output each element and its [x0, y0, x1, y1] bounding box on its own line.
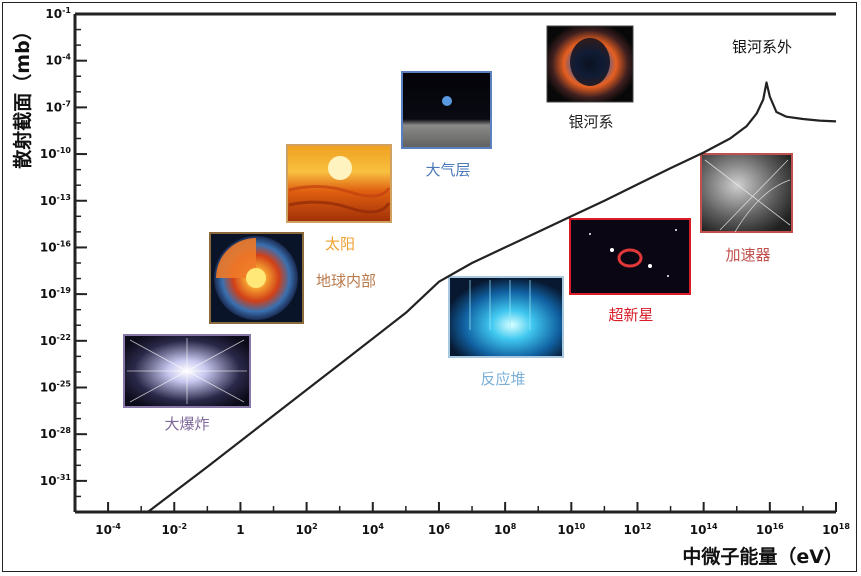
- label-sun: 太阳: [325, 235, 355, 253]
- x-tick-label: 104: [362, 522, 385, 537]
- source-pictures: [123, 25, 793, 408]
- accelerator-picture: [700, 153, 793, 233]
- label-reactor: 反应堆: [480, 370, 525, 388]
- supernova-picture: [569, 218, 691, 295]
- earth-interior-picture: [209, 232, 304, 324]
- label-supernova: 超新星: [608, 306, 653, 324]
- y-tick-label: 10-7: [45, 99, 71, 114]
- x-tick-label: 1014: [690, 522, 718, 537]
- y-tick-label: 10-28: [40, 426, 72, 441]
- cross-section-line: [147, 81, 837, 513]
- x-tick-label: 10-4: [95, 522, 121, 537]
- x-tick-label: 10-2: [161, 522, 187, 537]
- y-tick-label: 10-10: [40, 146, 72, 161]
- big-bang-picture: [123, 334, 251, 408]
- x-tick-label: 1: [236, 523, 244, 537]
- x-tick-label: 1012: [624, 522, 652, 537]
- label-earth-interior: 地球内部: [316, 272, 376, 290]
- y-tick-label: 10-25: [40, 380, 72, 395]
- x-tick-label: 106: [428, 522, 451, 537]
- y-tick-label: 10-1: [45, 6, 71, 21]
- y-ticks: 10-1 10-4 10-7 10-10 10-13 10-16 10-19 10-22 10-…: [40, 6, 87, 488]
- series: [147, 81, 837, 513]
- label-big-bang: 大爆炸: [164, 415, 209, 433]
- y-tick-label: 10-22: [40, 333, 71, 348]
- x-tick-label: 102: [295, 522, 317, 537]
- y-tick-label: 10-19: [40, 286, 72, 301]
- atmosphere-picture: [401, 71, 492, 149]
- x-axis-title: 中微子能量（eV）: [682, 545, 843, 568]
- x-tick-label: 1010: [557, 522, 585, 537]
- y-tick-label: 10-16: [40, 239, 72, 254]
- x-tick-label: 1018: [822, 522, 850, 537]
- galaxy-picture: [546, 25, 634, 103]
- x-tick-label: 1016: [756, 522, 784, 537]
- source-labels: 大爆炸 地球内部 太阳 大气层 银河系 反应堆 超新星 加速器 银河系外: [164, 38, 792, 433]
- y-axis-title: 散射截面（mb）: [11, 21, 34, 168]
- y-tick-label: 10-13: [40, 193, 71, 208]
- sun-picture: [286, 144, 392, 223]
- label-galaxy: 银河系: [568, 113, 613, 131]
- x-tick-label: 108: [494, 522, 517, 537]
- y-tick-label: 10-4: [45, 53, 71, 68]
- label-accelerator: 加速器: [725, 246, 770, 264]
- label-atmosphere: 大气层: [425, 161, 470, 179]
- y-tick-label: 10-31: [40, 473, 72, 488]
- label-extragalactic: 银河系外: [732, 38, 792, 56]
- reactor-picture: [448, 276, 564, 358]
